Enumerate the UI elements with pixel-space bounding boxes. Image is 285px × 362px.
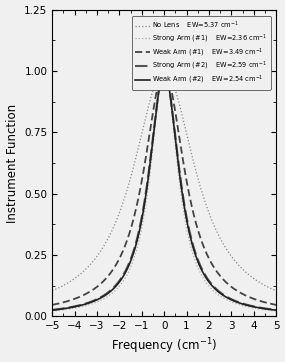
- Legend: No Lens    EW=5.37 cm$^{-1}$, Strong Arm (#1)    EW=2.36 cm$^{-1}$, Weak Arm (#1: No Lens EW=5.37 cm$^{-1}$, Strong Arm (#…: [132, 16, 270, 90]
- Y-axis label: Instrument Function: Instrument Function: [5, 104, 19, 223]
- X-axis label: Frequency (cm$^{-1}$): Frequency (cm$^{-1}$): [111, 337, 217, 357]
